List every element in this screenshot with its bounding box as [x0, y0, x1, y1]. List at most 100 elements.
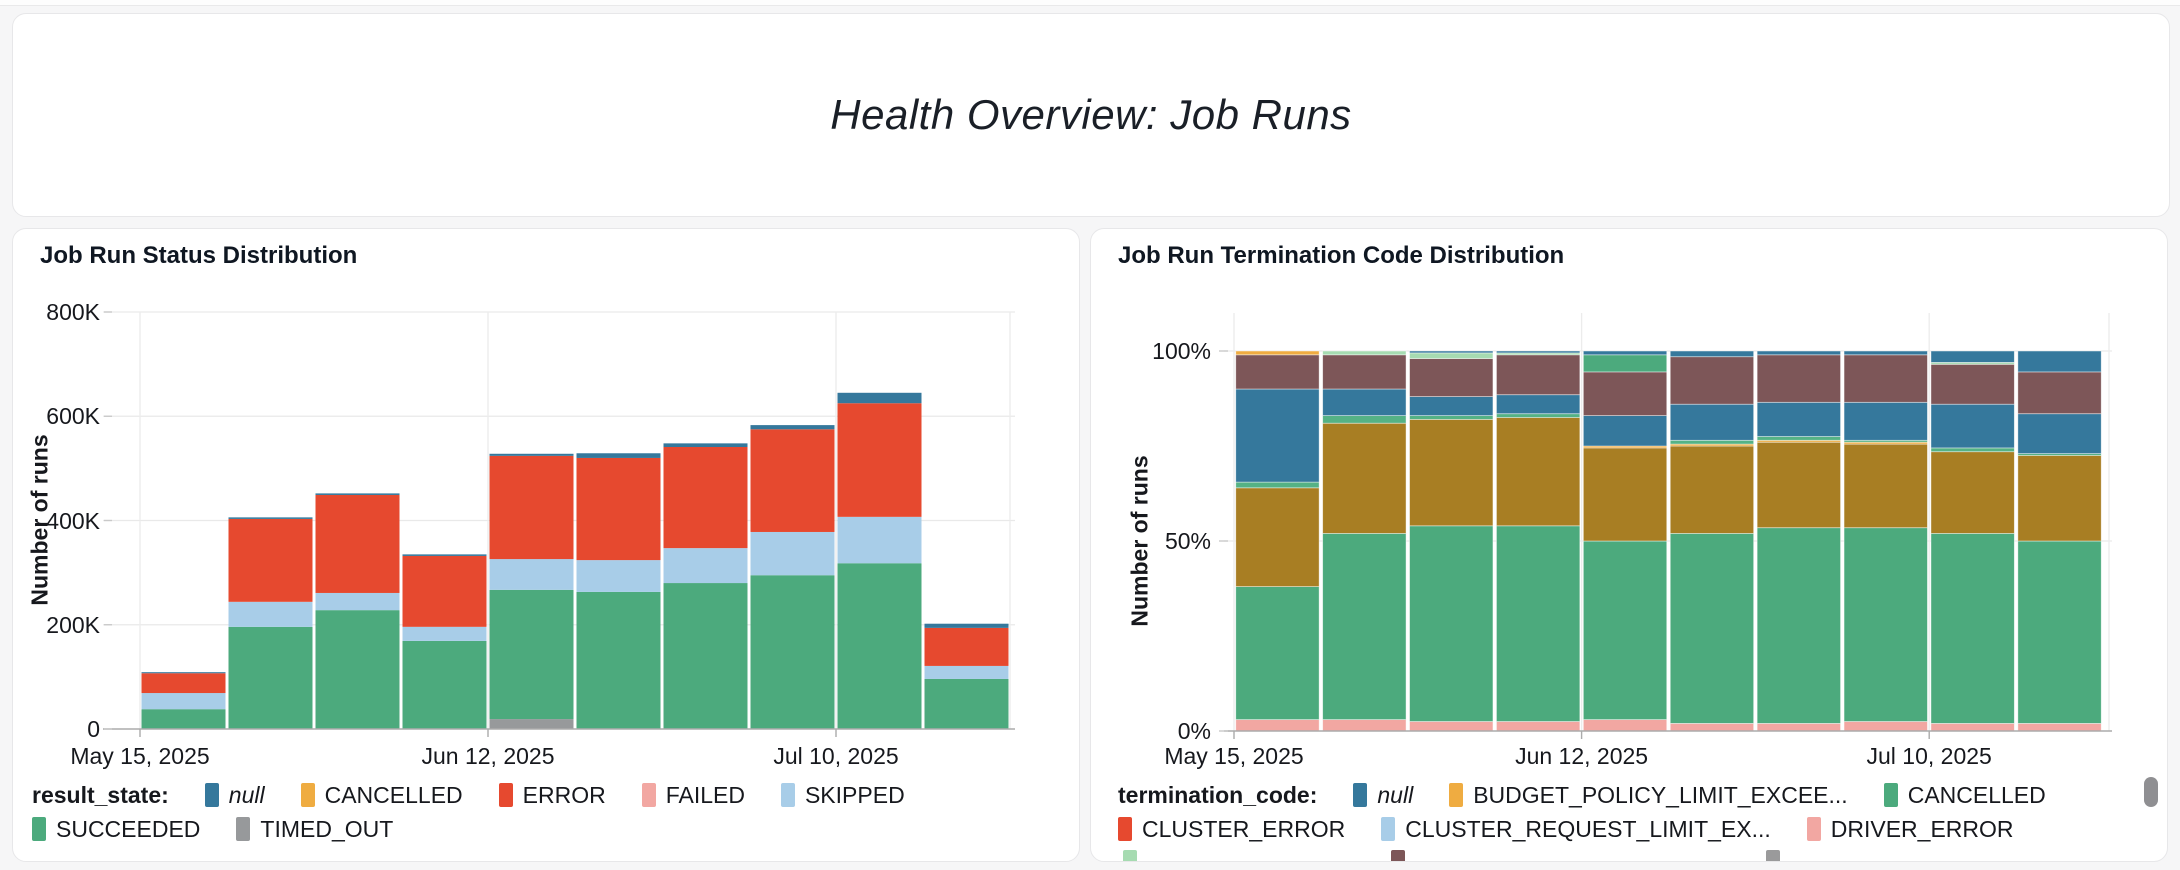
bar-segment-DRIVER_ERROR[interactable] — [1843, 721, 1928, 732]
bar-segment-unlabeled_dark_gold[interactable] — [1582, 447, 1668, 542]
bar-segment-ERROR[interactable] — [924, 627, 1009, 666]
bar-segment-SKIPPED[interactable] — [315, 592, 400, 611]
bar-segment-SUCCEEDED[interactable] — [141, 709, 226, 729]
bar-segment-null[interactable] — [141, 672, 226, 674]
bar-segment-null[interactable] — [924, 623, 1009, 628]
bar-segment-ERROR[interactable] — [750, 429, 835, 532]
bar-segment-unlabeled_green_sliver[interactable] — [1496, 413, 1581, 418]
bar-segment-null[interactable] — [576, 453, 661, 458]
bar-segment-TIMED_OUT[interactable] — [489, 719, 574, 729]
bar-segment-null[interactable] — [1756, 401, 1841, 437]
bar-segment-CANCELLED[interactable] — [1582, 540, 1668, 721]
bar-segment-unlabeled_dark_gold[interactable] — [1669, 445, 1755, 534]
bar-segment-ERROR[interactable] — [228, 518, 313, 602]
bar-segment-ERROR[interactable] — [576, 457, 661, 561]
legend-item-CLUSTER-ERROR[interactable]: CLUSTER_ERROR — [1118, 816, 1345, 843]
bar-segment-null[interactable] — [2017, 413, 2102, 454]
bar-segment-DRIVER_ERROR[interactable] — [1496, 721, 1581, 732]
bar-segment-unlabeled_light_green[interactable] — [1409, 352, 1494, 360]
legend-item-BUDGET-POLICY-LIMIT-EXCEE-[interactable]: BUDGET_POLICY_LIMIT_EXCEE... — [1449, 782, 1848, 809]
bar-segment-SUCCEEDED[interactable] — [228, 626, 313, 729]
bar-segment-unlabeled_green_top[interactable] — [1582, 354, 1668, 373]
legend-item-FAILED[interactable]: FAILED — [641, 782, 745, 809]
bar-segment-null[interactable] — [1496, 394, 1581, 415]
legend-item-TIMED-OUT[interactable]: TIMED_OUT — [236, 816, 393, 843]
legend-swatch-partial[interactable] — [1123, 850, 1137, 861]
legend-item-CANCELLED[interactable]: CANCELLED — [1883, 782, 2046, 809]
bar-segment-unlabeled_maroon[interactable] — [2017, 371, 2102, 415]
bar-segment-unlabeled_green_sliver[interactable] — [1756, 436, 1841, 441]
bar-segment-unlabeled_teal_top[interactable] — [2017, 350, 2102, 373]
bar-segment-null[interactable] — [1322, 388, 1407, 417]
bar-segment-CANCELLED[interactable] — [1409, 525, 1494, 722]
bar-segment-unlabeled_green_sliver[interactable] — [1235, 481, 1320, 489]
bar-segment-unlabeled_yellow_top[interactable] — [1235, 350, 1320, 356]
bar-segment-null[interactable] — [1409, 396, 1494, 416]
bar-segment-SUCCEEDED[interactable] — [663, 583, 748, 729]
bar-segment-unlabeled_dark_gold[interactable] — [1496, 417, 1581, 527]
bar-segment-SKIPPED[interactable] — [924, 665, 1009, 679]
bar-segment-CANCELLED[interactable] — [2017, 540, 2102, 724]
bar-segment-null[interactable] — [489, 453, 574, 456]
bar-segment-unlabeled_dark_gold[interactable] — [1756, 441, 1841, 529]
legend-swatch-partial[interactable] — [1391, 850, 1405, 861]
bar-segment-SKIPPED[interactable] — [750, 531, 835, 576]
bar-segment-unlabeled_maroon[interactable] — [1409, 358, 1494, 397]
legend-item-CANCELLED[interactable]: CANCELLED — [300, 782, 463, 809]
bar-segment-CANCELLED[interactable] — [1843, 527, 1928, 722]
bar-segment-null[interactable] — [1843, 401, 1928, 441]
bar-segment-unlabeled_teal_top[interactable] — [1409, 350, 1494, 354]
legend-item-null[interactable]: null — [1353, 782, 1413, 809]
legend-item-null[interactable]: null — [204, 782, 265, 809]
bar-segment-SUCCEEDED[interactable] — [750, 575, 835, 729]
bar-segment-unlabeled_maroon[interactable] — [1582, 371, 1668, 417]
bar-segment-unlabeled_teal_top[interactable] — [1843, 350, 1928, 356]
bar-segment-unlabeled_green_sliver[interactable] — [1322, 415, 1407, 424]
bar-segment-unlabeled_dark_gold[interactable] — [1322, 422, 1407, 534]
bar-segment-null[interactable] — [750, 425, 835, 430]
bar-segment-unlabeled_maroon[interactable] — [1496, 354, 1581, 396]
vertical-scrollbar-thumb[interactable] — [2144, 777, 2158, 807]
bar-segment-SUCCEEDED[interactable] — [924, 678, 1009, 729]
bar-segment-unlabeled_teal_top[interactable] — [1930, 350, 2015, 363]
bar-segment-CANCELLED[interactable] — [1235, 586, 1320, 721]
legend-item-CLUSTER-REQUEST-LIMIT-EX-[interactable]: CLUSTER_REQUEST_LIMIT_EX... — [1381, 816, 1771, 843]
bar-segment-CANCELLED[interactable] — [1496, 525, 1581, 722]
bar-segment-DRIVER_ERROR[interactable] — [1669, 722, 1755, 732]
bar-segment-unlabeled_teal_top[interactable] — [1496, 350, 1581, 354]
bar-segment-unlabeled_green_sliver[interactable] — [1930, 447, 2015, 453]
bar-segment-DRIVER_ERROR[interactable] — [2017, 722, 2102, 732]
bar-segment-unlabeled_dark_gold[interactable] — [1843, 443, 1928, 529]
bar-segment-SUCCEEDED[interactable] — [402, 640, 487, 729]
bar-segment-SKIPPED[interactable] — [141, 693, 226, 710]
legend-swatch-partial[interactable] — [1766, 850, 1780, 861]
bar-segment-SKIPPED[interactable] — [402, 626, 487, 641]
legend-item-DRIVER-ERROR[interactable]: DRIVER_ERROR — [1806, 816, 2014, 843]
bar-segment-null[interactable] — [315, 493, 400, 495]
bar-segment-SKIPPED[interactable] — [228, 601, 313, 627]
bar-segment-null[interactable] — [837, 392, 922, 404]
bar-segment-unlabeled_maroon[interactable] — [1930, 363, 2015, 405]
bar-segment-DRIVER_ERROR[interactable] — [1235, 719, 1320, 732]
bar-segment-DRIVER_ERROR[interactable] — [1756, 722, 1841, 732]
bar-segment-null[interactable] — [402, 554, 487, 556]
bar-segment-ERROR[interactable] — [315, 494, 400, 593]
bar-segment-DRIVER_ERROR[interactable] — [1930, 722, 2015, 732]
bar-segment-ERROR[interactable] — [402, 555, 487, 627]
bar-segment-SKIPPED[interactable] — [837, 516, 922, 564]
bar-segment-null[interactable] — [663, 443, 748, 448]
bar-segment-unlabeled_dark_gold[interactable] — [1930, 451, 2015, 534]
legend-item-SUCCEEDED[interactable]: SUCCEEDED — [32, 816, 200, 843]
bar-segment-SUCCEEDED[interactable] — [489, 589, 574, 720]
bar-segment-unlabeled_maroon[interactable] — [1843, 354, 1928, 403]
bar-segment-unlabeled_maroon[interactable] — [1322, 354, 1407, 390]
bar-segment-null[interactable] — [1582, 415, 1668, 447]
bar-segment-CANCELLED[interactable] — [1930, 532, 2015, 724]
bar-segment-unlabeled_teal_top[interactable] — [1582, 350, 1668, 356]
bar-segment-CANCELLED[interactable] — [1669, 532, 1755, 724]
bar-segment-ERROR[interactable] — [663, 447, 748, 549]
bar-segment-SKIPPED[interactable] — [576, 560, 661, 592]
bar-segment-null[interactable] — [1235, 388, 1320, 483]
bar-segment-unlabeled_teal_top[interactable] — [1756, 350, 1841, 356]
bar-segment-ERROR[interactable] — [837, 403, 922, 517]
